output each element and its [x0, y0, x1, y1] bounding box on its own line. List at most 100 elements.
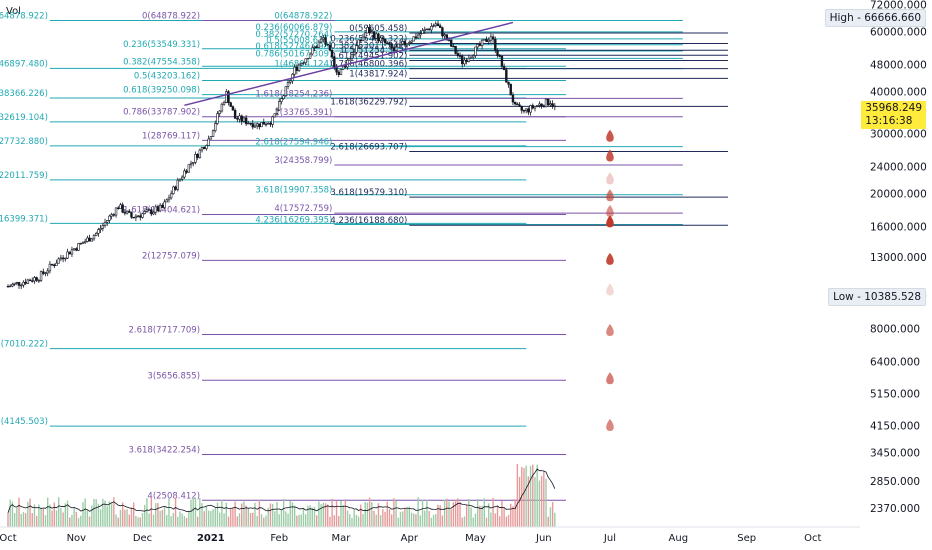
volume-bar [428, 511, 430, 527]
candle-body [295, 66, 299, 71]
volume-bar [432, 514, 435, 527]
volume-bar [554, 512, 556, 527]
volume-bar [516, 464, 519, 527]
candle-body [200, 147, 204, 151]
candle-body [121, 204, 124, 213]
candle-body [24, 281, 27, 284]
fib-label: 0.786(50167.309) [255, 49, 332, 59]
candle-body [158, 204, 162, 212]
candle-body [388, 43, 391, 45]
volume-bar [413, 513, 415, 527]
volume-bar [446, 498, 448, 527]
candle-body [293, 66, 296, 75]
candle-body [544, 98, 548, 108]
candle-body [344, 65, 347, 68]
candle-body [282, 95, 285, 99]
candle-body [169, 193, 173, 199]
volume-bar [415, 514, 417, 527]
candle-body [313, 46, 316, 49]
candle-body [333, 56, 336, 68]
candle-body [229, 102, 232, 107]
candle-body [275, 109, 279, 114]
volume-bar [106, 506, 108, 527]
volume-bar [377, 503, 380, 527]
candle-body [538, 103, 541, 106]
candle-body [430, 26, 433, 31]
candle-body [178, 178, 182, 181]
candle-body [53, 264, 56, 267]
candle-body [39, 271, 43, 281]
volume-bar [157, 503, 159, 527]
x-tick-label: Feb [270, 533, 288, 544]
x-tick-label: Jul [603, 533, 616, 544]
volume-bar [192, 497, 194, 527]
volume-bar [137, 517, 139, 527]
volume-bar [130, 507, 133, 527]
volume-bar [302, 507, 305, 527]
volume-bar [40, 507, 42, 527]
volume-bar [91, 505, 93, 527]
volume-bar [468, 498, 470, 527]
candle-body [326, 43, 329, 46]
candle-body [553, 105, 557, 108]
volume-bar [373, 510, 375, 527]
volume-bar [51, 510, 53, 527]
candle-body [255, 123, 259, 127]
candle-body [238, 115, 241, 120]
volume-bar [218, 512, 221, 527]
candle-body [220, 103, 224, 112]
volume-bar [163, 506, 166, 527]
time-axis[interactable]: Oct Nov Dec 2021 Feb Mar Apr May Jun Jul Aug Sep Oct [0, 526, 860, 544]
volume-bar [249, 512, 252, 527]
candle-body [487, 39, 490, 42]
volume-bar [371, 502, 373, 527]
volume-bar [476, 498, 479, 527]
volume-bar [13, 513, 16, 527]
volume-bar [388, 509, 391, 527]
fib-label: 1.618(7010.222) [0, 340, 48, 350]
candle-body [381, 37, 385, 40]
candle-body [524, 108, 528, 111]
candle-body [214, 123, 217, 132]
high-badge: High - 66666.660 [824, 9, 926, 27]
candle-body [141, 213, 144, 218]
candle-body [535, 105, 539, 107]
volume-bar [199, 498, 201, 527]
volume-bar [353, 509, 355, 527]
y-tick-label: 24000.000 [870, 162, 927, 174]
candle-body [119, 204, 122, 209]
volume-bar [349, 514, 351, 527]
volume-bar [551, 501, 554, 527]
fib-label: 0.786(33787.902) [123, 108, 200, 118]
volume-bar [203, 511, 205, 527]
volume-bar [280, 510, 283, 527]
volume-bar [60, 508, 62, 527]
y-tick-label: 3450.000 [870, 448, 920, 460]
candle-body [28, 279, 32, 282]
candle-body [317, 41, 321, 48]
price-axis[interactable]: 72000.00060000.00048000.00040000.0003500… [870, 0, 927, 515]
volume-bar [102, 498, 104, 527]
drop-marker [606, 283, 614, 296]
candle-body [6, 286, 10, 288]
volume-bar [247, 508, 250, 527]
low-value: 10385.528 [864, 291, 921, 303]
volume-bar [360, 504, 362, 527]
candle-body [302, 62, 305, 64]
candle-body [172, 186, 175, 195]
fib-label: 0.5(51254.352) [341, 46, 407, 56]
volume-bar [304, 514, 307, 527]
volume-bar [366, 502, 369, 527]
candle-body [161, 204, 164, 208]
volume-bar [185, 517, 188, 527]
candle-body [304, 58, 307, 63]
candle-body [196, 153, 199, 158]
drop-marker [606, 252, 614, 265]
volume-bar [379, 515, 382, 527]
fib-label: 4.236(16188.680) [330, 216, 407, 226]
volume-bar [390, 514, 393, 527]
volume-bar [549, 507, 552, 527]
volume-bar [448, 501, 450, 527]
candle-body [225, 91, 228, 103]
